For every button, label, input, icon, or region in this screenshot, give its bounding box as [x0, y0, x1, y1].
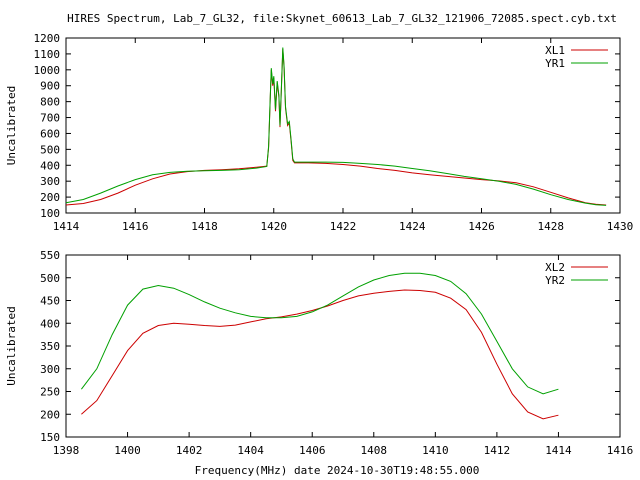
legend-label: YR1	[545, 57, 565, 70]
y-tick-label: 200	[40, 408, 60, 421]
legend-label: XL1	[545, 44, 565, 57]
x-tick-label: 1426	[468, 220, 495, 233]
y-axis-label: Uncalibrated	[5, 86, 18, 165]
legend-label: YR2	[545, 274, 565, 287]
x-tick-label: 1402	[176, 444, 203, 457]
x-tick-label: 1418	[191, 220, 218, 233]
y-tick-label: 300	[40, 363, 60, 376]
y-tick-label: 500	[40, 272, 60, 285]
x-tick-label: 1424	[399, 220, 426, 233]
y-tick-label: 900	[40, 80, 60, 93]
x-tick-label: 1412	[484, 444, 511, 457]
x-tick-label: 1410	[422, 444, 449, 457]
y-tick-label: 400	[40, 317, 60, 330]
x-tick-label: 1400	[114, 444, 141, 457]
x-tick-label: 1406	[299, 444, 326, 457]
series-line-xl2	[81, 289, 559, 420]
x-tick-label: 1414	[545, 444, 572, 457]
series-line-yr1	[65, 47, 607, 206]
x-tick-label: 1420	[261, 220, 288, 233]
y-tick-label: 500	[40, 143, 60, 156]
y-tick-label: 300	[40, 175, 60, 188]
y-axis-label: Uncalibrated	[5, 306, 18, 385]
y-tick-label: 150	[40, 431, 60, 444]
series-line-yr2	[81, 272, 559, 395]
y-tick-label: 700	[40, 112, 60, 125]
x-tick-label: 1408	[361, 444, 388, 457]
y-tick-label: 250	[40, 386, 60, 399]
x-tick-label: 1398	[53, 444, 80, 457]
y-tick-label: 600	[40, 127, 60, 140]
x-tick-label: 1416	[122, 220, 149, 233]
plot-frame	[65, 37, 621, 214]
y-tick-label: 100	[40, 207, 60, 220]
series-line-xl1	[65, 49, 607, 206]
x-tick-label: 1416	[607, 444, 634, 457]
x-tick-label: 1414	[53, 220, 80, 233]
y-tick-label: 400	[40, 159, 60, 172]
y-tick-label: 450	[40, 295, 60, 308]
y-tick-label: 1100	[34, 48, 61, 61]
y-tick-label: 800	[40, 96, 60, 109]
top-spectrum-plot: 1414 1416 1418 1420 1422 1424 1426 1428 1430 100 2…	[5, 32, 633, 233]
x-tick-label: 1422	[330, 220, 357, 233]
y-tick-label: 1200	[34, 32, 61, 45]
legend-label: XL2	[545, 261, 565, 274]
bottom-spectrum-plot: 1398 1400 1402 1404 1406 1408 1410 1412 1414 1416…	[5, 249, 633, 457]
y-tick-label: 200	[40, 191, 60, 204]
x-tick-label: 1428	[538, 220, 565, 233]
x-tick-label: 1404	[237, 444, 264, 457]
y-tick-label: 550	[40, 249, 60, 262]
x-axis-label: Frequency(MHz) date 2024-10-30T19:48:55.…	[195, 464, 480, 477]
plot-frame	[65, 254, 621, 438]
y-tick-label: 1000	[34, 64, 61, 77]
x-tick-label: 1430	[607, 220, 634, 233]
y-tick-label: 350	[40, 340, 60, 353]
chart-title: HIRES Spectrum, Lab_7_GL32, file:Skynet_…	[67, 12, 617, 25]
